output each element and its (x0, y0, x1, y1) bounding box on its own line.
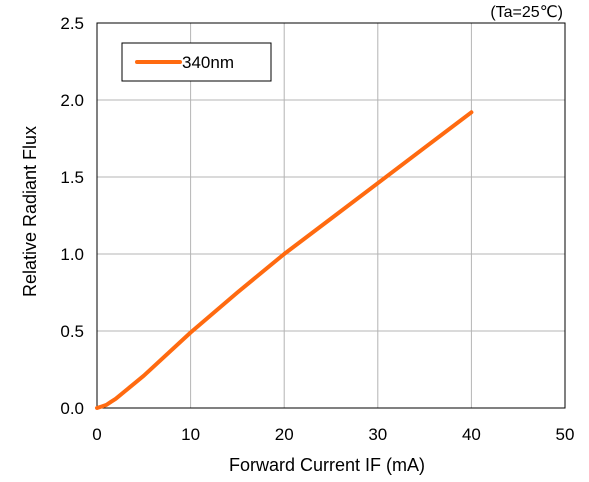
legend: 340nm (121, 42, 272, 82)
x-tick-label: 30 (368, 425, 387, 444)
y-tick-label: 1.5 (60, 168, 84, 187)
x-tick-label: 10 (181, 425, 200, 444)
y-tick-label: 2.0 (60, 91, 84, 110)
condition-label: (Ta=25℃) (490, 4, 563, 21)
y-tick-label: 0.5 (60, 322, 84, 341)
x-axis-title: Forward Current IF (mA) (229, 455, 425, 475)
y-tick-labels: 0.0 0.5 1.0 1.5 2.0 2.5 (60, 14, 84, 418)
y-tick-label: 0.0 (60, 399, 84, 418)
x-tick-label: 40 (462, 425, 481, 444)
y-tick-label: 2.5 (60, 14, 84, 33)
x-tick-label: 20 (275, 425, 294, 444)
plot-area-frame (96, 22, 566, 409)
legend-label-340nm: 340nm (182, 53, 234, 72)
x-tick-labels: 0 10 20 30 40 50 (92, 425, 574, 444)
y-tick-label: 1.0 (60, 245, 84, 264)
series-line-340nm (95, 110, 474, 410)
legend-box (121, 42, 272, 82)
grid (97, 23, 565, 408)
x-tick-label: 50 (556, 425, 575, 444)
y-axis-title: Relative Radiant Flux (20, 126, 40, 297)
series-layer (95, 110, 474, 410)
x-tick-label: 0 (92, 425, 101, 444)
